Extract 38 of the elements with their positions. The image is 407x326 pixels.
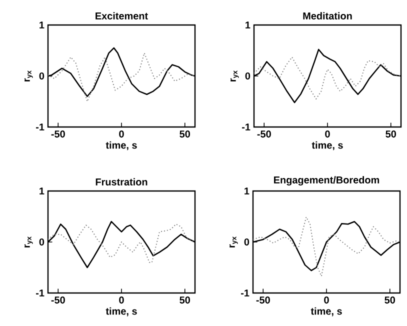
x-axis-title: time, s xyxy=(106,307,137,316)
x-tick-label: 50 xyxy=(180,296,190,304)
x-axis-title: time, s xyxy=(312,141,343,150)
chart-title: Excitement xyxy=(96,12,148,20)
x-tick-label: -50 xyxy=(256,296,270,304)
x-tick-label: 0 xyxy=(325,130,330,138)
x-tick-label: 0 xyxy=(324,296,329,304)
y-tick-label: 1 xyxy=(40,22,44,28)
x-tick-label: 50 xyxy=(384,296,396,304)
y-axis-title: r$_{yx}$ xyxy=(24,236,33,248)
y-tick-label: 1 xyxy=(40,188,44,194)
x-axis-title: time, s xyxy=(310,307,342,316)
chart-title: Frustration xyxy=(96,178,148,186)
x-tick-label: -50 xyxy=(51,130,65,138)
y-tick-label: 0 xyxy=(39,72,44,80)
y-axis-title: r$_{yx}$ xyxy=(229,236,238,248)
y-axis-title: r$_{yx}$ xyxy=(230,70,239,82)
y-tick-label: 0 xyxy=(244,238,250,246)
x-tick-label: -50 xyxy=(257,130,271,138)
y-tick-label: -1 xyxy=(36,124,44,130)
chart-title: Engagement/Boredom xyxy=(274,176,380,186)
y-tick-label: -1 xyxy=(242,124,250,130)
y-tick-label: -1 xyxy=(241,290,250,296)
y-tick-label: 0 xyxy=(39,238,44,246)
x-tick-label: -50 xyxy=(51,296,65,304)
line-series xyxy=(254,56,402,100)
line-series xyxy=(253,216,400,277)
x-tick-label: 0 xyxy=(119,130,124,138)
y-axis-title: r$_{yx}$ xyxy=(24,70,33,82)
y-tick-label: -1 xyxy=(36,290,44,296)
x-tick-label: 0 xyxy=(119,296,124,304)
x-axis-title: time, s xyxy=(106,141,137,150)
chart-title: Meditation xyxy=(303,12,352,20)
x-tick-label: 50 xyxy=(180,130,190,138)
y-tick-label: 0 xyxy=(245,72,250,80)
x-tick-label: 50 xyxy=(386,130,396,138)
y-tick-label: 1 xyxy=(246,22,250,28)
y-tick-label: 1 xyxy=(244,188,250,194)
